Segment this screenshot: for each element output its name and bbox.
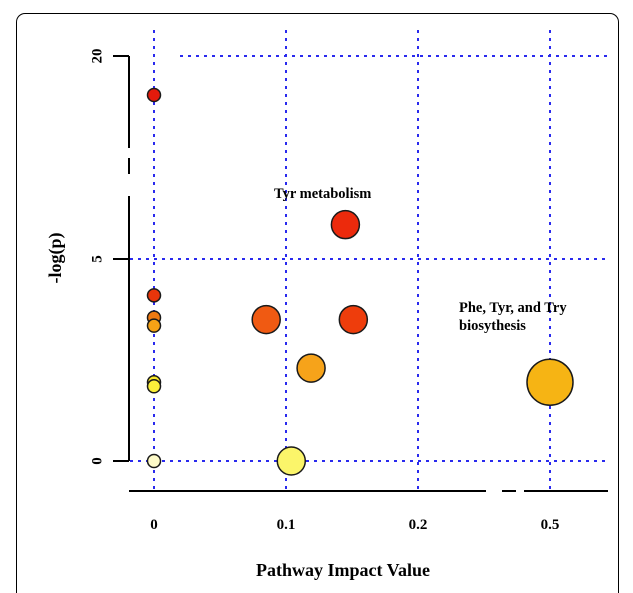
data-point — [276, 446, 307, 476]
data-point — [146, 379, 162, 394]
data-point — [330, 209, 361, 240]
y-tick-label: 0 — [89, 457, 105, 465]
annotation-label: Phe, Tyr, and Try — [459, 300, 567, 316]
x-tick-label: 0.2 — [409, 517, 428, 533]
annotation-label: biosythesis — [459, 318, 526, 334]
data-points — [146, 87, 574, 476]
x-axis-label: Pathway Impact Value — [256, 560, 430, 580]
data-point — [146, 87, 162, 103]
data-point — [146, 318, 162, 333]
data-point — [146, 288, 162, 303]
x-tick-label: 0.1 — [277, 517, 296, 533]
data-point — [146, 453, 162, 469]
grid-lines — [130, 30, 608, 491]
x-tick-label: 0.5 — [541, 517, 560, 533]
data-point — [338, 304, 369, 335]
annotation-label: Tyr metabolism — [274, 186, 371, 202]
y-tick-label: 20 — [89, 49, 105, 64]
data-point — [296, 353, 326, 383]
axes — [113, 55, 608, 492]
y-axis-label: -log(p) — [45, 233, 66, 284]
figure-frame — [16, 13, 619, 593]
tick-labels: 0 0.1 0.2 0.5 0 5 20 — [89, 49, 559, 534]
x-tick-label: 0 — [150, 517, 158, 533]
data-point — [251, 304, 281, 335]
annotations: Tyr metabolism Phe, Tyr, and Try biosythes… — [274, 186, 567, 334]
data-point — [526, 358, 574, 406]
y-tick-label: 5 — [89, 255, 105, 263]
